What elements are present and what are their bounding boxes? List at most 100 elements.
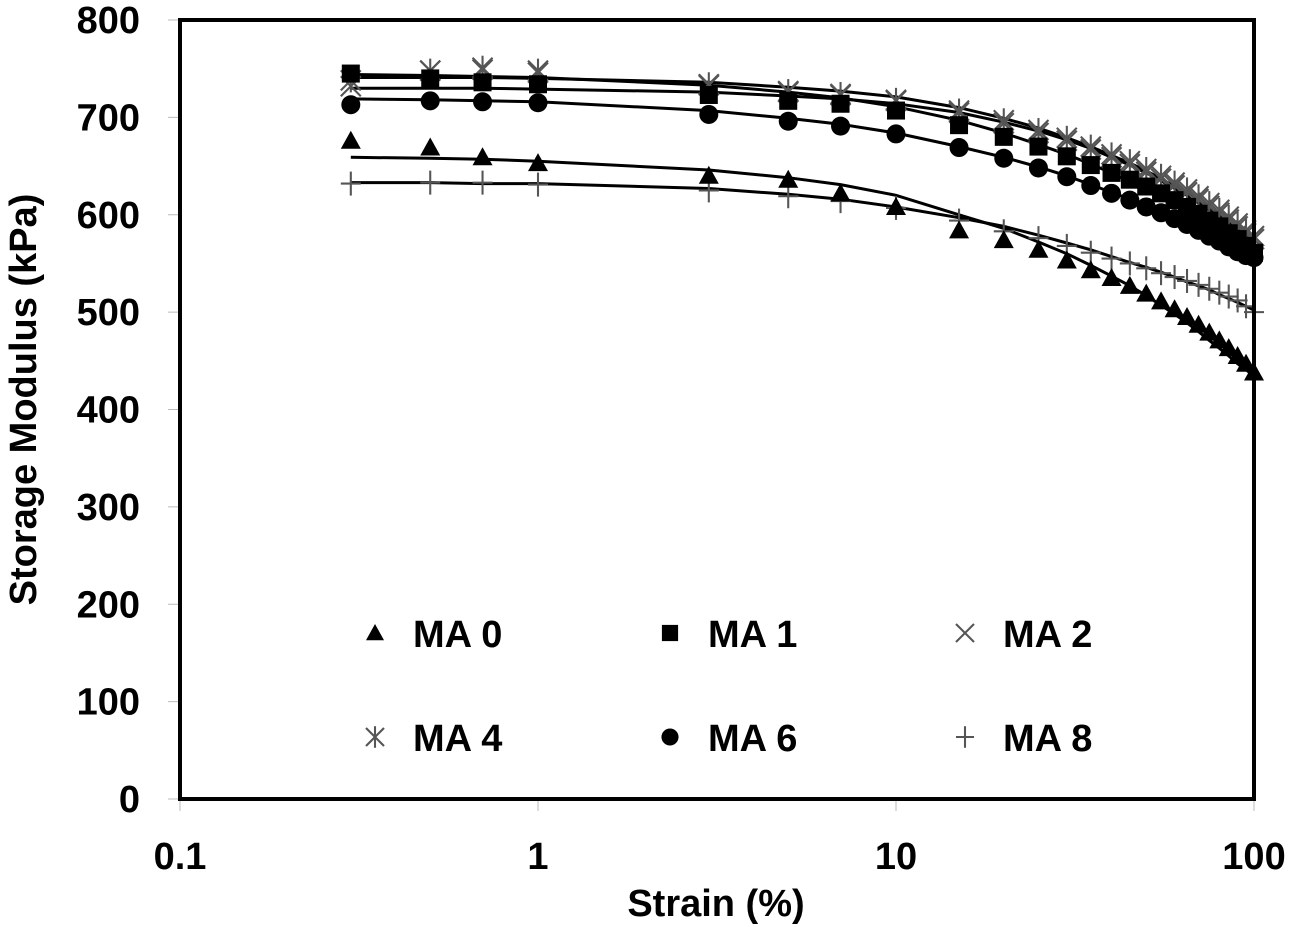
square-marker [1081, 156, 1100, 175]
asterisk-marker [1080, 134, 1102, 159]
triangle-marker [420, 137, 441, 156]
series-ma-6 [341, 91, 1264, 268]
square-marker [1137, 177, 1156, 196]
square-marker [1029, 137, 1048, 156]
legend-item: MA 4 [365, 718, 502, 760]
circle-marker [661, 728, 679, 746]
x-axis-title: Strain (%) [627, 883, 804, 925]
square-marker [421, 69, 440, 88]
legend-item: MA 1 [661, 614, 797, 656]
x-tick-label: 10 [875, 836, 917, 878]
plus-marker [1136, 256, 1157, 281]
legend: MA 0 MA 1 MA 2 MA 4 MA 6 MA 8 [365, 614, 1092, 760]
y-tick-label: 0 [119, 779, 140, 821]
circle-marker [1102, 183, 1122, 203]
triangle-marker [1236, 353, 1257, 372]
y-tick-label: 100 [77, 682, 140, 724]
triangle-marker [993, 230, 1014, 249]
square-marker [1057, 147, 1076, 166]
triangle-marker [1199, 322, 1220, 341]
plus-marker [1218, 284, 1239, 309]
x-tick-label: 0.1 [154, 836, 207, 878]
square-marker [473, 73, 492, 92]
circle-marker [1057, 167, 1077, 187]
triangle-marker [949, 220, 970, 239]
data-points [340, 55, 1265, 381]
y-tick-label: 700 [77, 97, 140, 139]
triangle-marker [340, 130, 361, 149]
plus-marker [1188, 272, 1209, 297]
triangle-marker [1056, 250, 1077, 269]
legend-label: MA 2 [1003, 614, 1092, 656]
legend-label: MA 1 [708, 614, 797, 656]
circle-marker [1136, 197, 1156, 217]
triangle-marker [1177, 306, 1198, 325]
plus-marker [1227, 288, 1248, 313]
circle-marker [1028, 158, 1048, 178]
circle-marker [831, 116, 851, 136]
triangle-marker [830, 183, 851, 202]
circle-marker [949, 138, 969, 158]
square-marker [1102, 163, 1121, 182]
triangle-marker [366, 624, 384, 641]
y-axis-ticks: 0 100 200 300 400 500 600 700 800 [77, 0, 180, 821]
circle-marker [341, 95, 361, 115]
triangle-marker [698, 165, 719, 184]
plus-marker [420, 170, 441, 195]
x-marker [955, 623, 975, 643]
triangle-marker [528, 153, 548, 172]
asterisk-marker [1135, 156, 1157, 181]
circle-marker [699, 104, 719, 124]
circle-marker [528, 93, 548, 113]
plus-marker [778, 184, 799, 209]
plus-marker [1209, 280, 1230, 305]
triangle-marker [1151, 291, 1172, 310]
legend-item: MA 6 [661, 718, 797, 760]
x-tick-label: 1 [527, 836, 548, 878]
circle-marker [886, 124, 906, 144]
legend-label: MA 0 [413, 614, 502, 656]
plus-marker [1101, 246, 1122, 271]
triangle-marker [1164, 299, 1185, 318]
series-ma-0 [340, 130, 1264, 381]
square-marker [887, 101, 905, 120]
triangle-marker [1209, 330, 1230, 349]
y-tick-label: 800 [77, 0, 140, 42]
legend-label: MA 6 [708, 718, 797, 760]
square-marker [1152, 184, 1171, 203]
y-tick-label: 300 [77, 487, 140, 529]
y-tick-label: 400 [77, 390, 140, 432]
square-marker [1120, 170, 1139, 189]
fit-curves [350, 73, 1255, 378]
legend-item: MA 2 [955, 614, 1092, 656]
plus-marker [472, 170, 493, 195]
asterisk-marker [1100, 142, 1123, 167]
plot-frame [178, 18, 1256, 801]
plus-marker [1151, 261, 1172, 286]
plus-marker [528, 172, 548, 197]
asterisk-marker [1056, 125, 1078, 150]
plus-marker [1199, 276, 1220, 301]
y-tick-label: 200 [77, 584, 140, 626]
x-axis-ticks: 0.1 1 10 100 [154, 799, 1286, 878]
triangle-marker [1227, 345, 1248, 364]
triangle-marker [1119, 275, 1140, 294]
plus-marker [340, 171, 361, 196]
y-tick-label: 600 [77, 195, 140, 237]
circle-marker [994, 148, 1014, 168]
asterisk-marker [365, 726, 385, 748]
asterisk-marker [1119, 149, 1141, 174]
circle-marker [778, 111, 798, 131]
triangle-marker [1188, 314, 1209, 333]
y-axis-title: Storage Modulus (kPa) [3, 194, 45, 606]
triangle-marker [1101, 268, 1122, 287]
triangle-marker [472, 147, 493, 166]
square-marker [994, 127, 1013, 146]
plus-marker [1177, 268, 1198, 293]
legend-item: MA 0 [366, 614, 502, 656]
triangle-marker [886, 196, 906, 215]
triangle-marker [1218, 338, 1239, 357]
triangle-marker [1080, 260, 1101, 279]
circle-marker [1120, 190, 1140, 210]
